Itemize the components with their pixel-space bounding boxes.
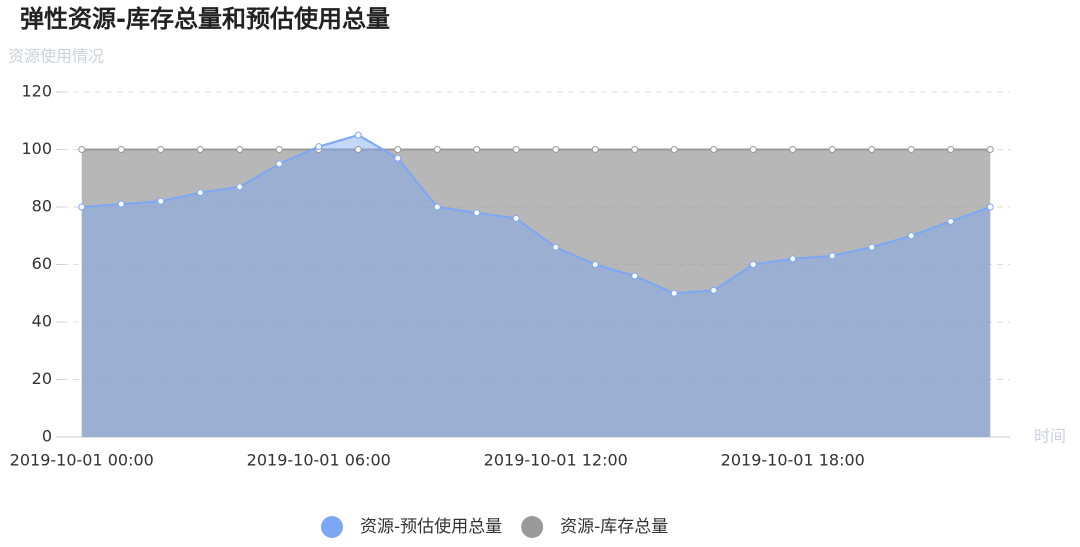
- point: [78, 203, 86, 211]
- point: [433, 203, 441, 211]
- x-tick-label: 2019-10-01 18:00: [721, 451, 865, 470]
- point: [591, 261, 599, 268]
- area: [81, 135, 991, 437]
- point: [789, 255, 797, 263]
- legend-label: 资源-库存总量: [560, 517, 668, 537]
- point: [315, 143, 323, 151]
- point: [828, 252, 836, 260]
- x-tick-label: 2019-10-01 12:00: [484, 451, 628, 470]
- point: [394, 154, 402, 162]
- y-tick-label: 100: [21, 139, 52, 158]
- point: [868, 146, 876, 153]
- point: [354, 146, 362, 153]
- point: [907, 232, 915, 240]
- point: [117, 200, 125, 208]
- y-tick-label: 20: [32, 369, 52, 388]
- point: [947, 217, 955, 225]
- point: [749, 261, 757, 268]
- point: [78, 146, 86, 153]
- x-tick-label: 2019-10-01 00:00: [10, 451, 154, 470]
- chart-title: 弹性资源-库存总量和预估使用总量: [20, 5, 390, 33]
- point: [473, 209, 481, 217]
- x-axis-title: 时间: [1034, 427, 1066, 446]
- point: [631, 146, 639, 153]
- point: [670, 289, 678, 297]
- line: [81, 134, 991, 295]
- point: [670, 146, 678, 153]
- point: [157, 146, 165, 153]
- point: [552, 243, 560, 251]
- point: [196, 189, 204, 197]
- point: [591, 146, 599, 153]
- point: [907, 146, 915, 153]
- point: [157, 197, 165, 205]
- point: [868, 243, 876, 251]
- point: [512, 146, 520, 153]
- y-tick-label: 60: [32, 254, 52, 273]
- point: [828, 146, 836, 153]
- y-tick-label: 80: [32, 197, 52, 216]
- point: [354, 131, 362, 139]
- point: [433, 146, 441, 153]
- y-axis-title: 资源使用情况: [8, 47, 104, 66]
- point: [196, 146, 204, 153]
- area: [81, 149, 991, 437]
- point: [986, 203, 994, 211]
- point: [947, 146, 955, 153]
- legend-label: 资源-预估使用总量: [360, 516, 502, 537]
- point: [710, 146, 718, 153]
- point: [275, 146, 283, 153]
- y-tick-label: 40: [32, 312, 52, 331]
- point: [749, 146, 757, 153]
- legend-marker: [521, 516, 544, 538]
- point: [117, 146, 125, 153]
- legend-marker: [321, 516, 343, 538]
- point: [473, 146, 481, 153]
- y-tick-label: 120: [21, 82, 52, 101]
- x-tick-label: 2019-10-01 06:00: [247, 451, 391, 470]
- point: [275, 160, 283, 168]
- point: [710, 286, 718, 294]
- point: [236, 183, 244, 191]
- point: [236, 146, 244, 153]
- point: [631, 272, 639, 280]
- point: [986, 146, 994, 153]
- point: [512, 215, 520, 222]
- y-tick-label: 0: [42, 427, 52, 446]
- point: [552, 146, 560, 153]
- point: [394, 146, 402, 153]
- point: [789, 146, 797, 153]
